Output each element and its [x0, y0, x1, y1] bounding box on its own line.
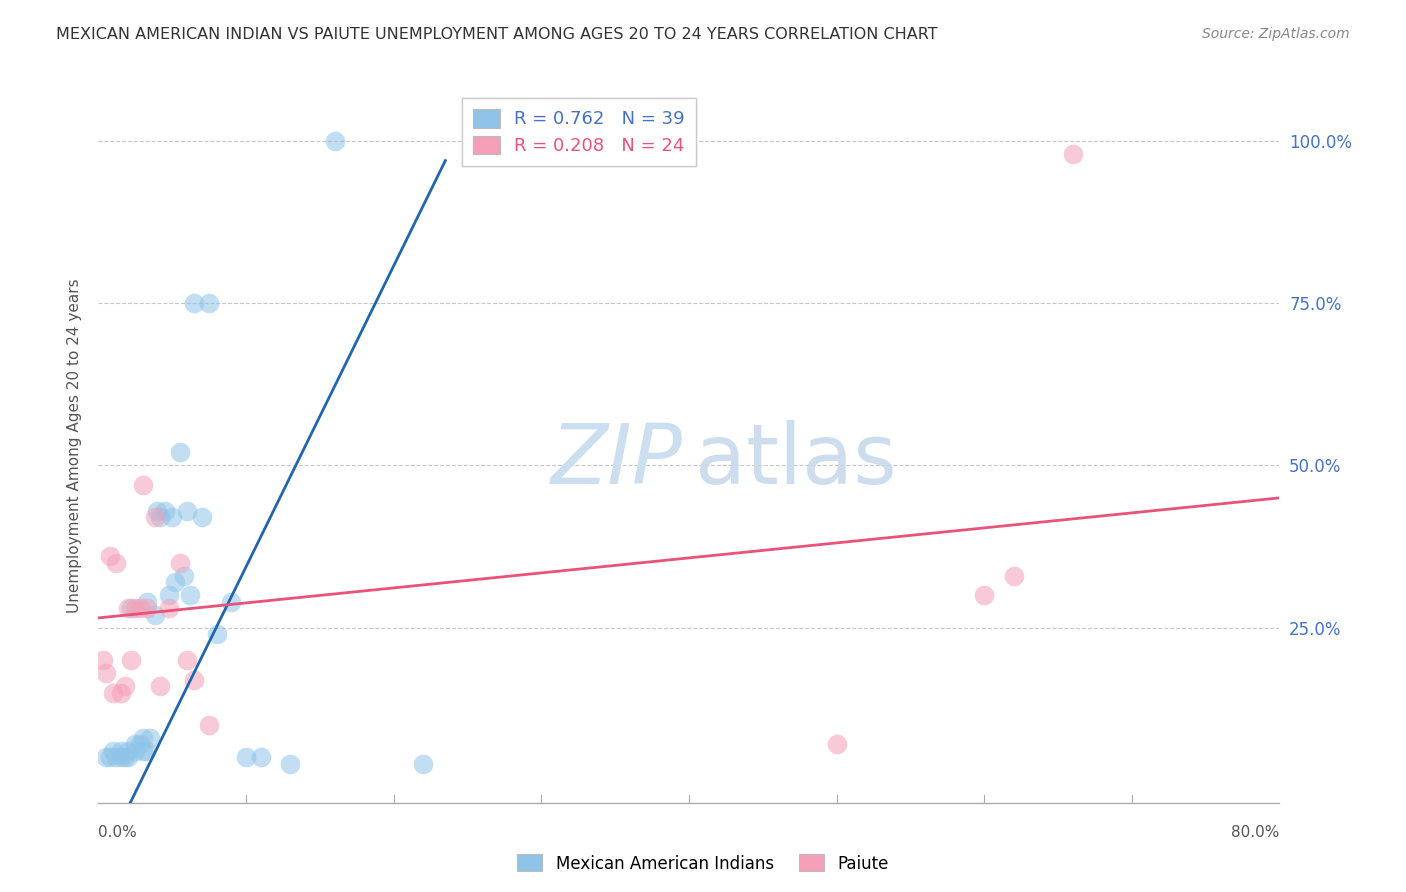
Point — [183, 673, 205, 687]
Point — [117, 744, 139, 758]
Point — [153, 504, 176, 518]
Y-axis label: Unemployment Among Ages 20 to 24 years: Unemployment Among Ages 20 to 24 years — [66, 278, 82, 614]
Point — [157, 588, 180, 602]
Point — [149, 679, 172, 693]
Point — [91, 653, 114, 667]
Point — [198, 718, 221, 732]
Point — [143, 607, 166, 622]
Point — [132, 744, 155, 758]
Point — [105, 750, 128, 764]
Point — [114, 750, 136, 764]
Point — [205, 627, 228, 641]
Point — [110, 685, 132, 699]
Point — [143, 510, 166, 524]
Text: atlas: atlas — [695, 420, 897, 500]
Point — [132, 731, 155, 745]
Point — [103, 685, 125, 699]
Point — [323, 134, 346, 148]
Point — [1002, 568, 1025, 582]
Point — [157, 601, 180, 615]
Point — [219, 595, 242, 609]
Point — [128, 738, 150, 752]
Point — [149, 510, 172, 524]
Point — [165, 575, 187, 590]
Point — [98, 549, 121, 564]
Point — [110, 750, 132, 764]
Text: 0.0%: 0.0% — [98, 825, 138, 840]
Legend: R = 0.762   N = 39, R = 0.208   N = 24: R = 0.762 N = 39, R = 0.208 N = 24 — [461, 98, 696, 166]
Point — [176, 653, 198, 667]
Point — [169, 556, 191, 570]
Point — [162, 510, 183, 524]
Point — [235, 750, 257, 764]
Point — [146, 504, 169, 518]
Point — [1062, 147, 1084, 161]
Text: 80.0%: 80.0% — [1232, 825, 1279, 840]
Point — [973, 588, 995, 602]
Point — [105, 556, 128, 570]
Text: Source: ZipAtlas.com: Source: ZipAtlas.com — [1202, 27, 1350, 41]
Point — [117, 750, 139, 764]
Point — [278, 756, 302, 771]
Point — [191, 510, 214, 524]
Point — [136, 601, 159, 615]
Point — [128, 601, 150, 615]
Point — [103, 744, 125, 758]
Point — [124, 601, 146, 615]
Text: MEXICAN AMERICAN INDIAN VS PAIUTE UNEMPLOYMENT AMONG AGES 20 TO 24 YEARS CORRELA: MEXICAN AMERICAN INDIAN VS PAIUTE UNEMPL… — [56, 27, 938, 42]
Point — [169, 445, 191, 459]
Point — [412, 756, 434, 771]
Point — [110, 744, 132, 758]
Point — [250, 750, 273, 764]
Point — [176, 504, 198, 518]
Point — [136, 595, 159, 609]
Point — [114, 679, 136, 693]
Point — [124, 738, 146, 752]
Point — [94, 666, 117, 681]
Point — [94, 750, 117, 764]
Point — [825, 738, 848, 752]
Point — [135, 744, 157, 758]
Point — [139, 731, 162, 745]
Point — [124, 744, 146, 758]
Legend: Mexican American Indians, Paiute: Mexican American Indians, Paiute — [510, 847, 896, 880]
Point — [120, 601, 142, 615]
Point — [117, 601, 139, 615]
Point — [120, 653, 142, 667]
Point — [179, 588, 201, 602]
Point — [183, 296, 205, 310]
Text: ZIP: ZIP — [551, 420, 683, 500]
Point — [98, 750, 121, 764]
Point — [173, 568, 195, 582]
Point — [198, 296, 221, 310]
Point — [132, 478, 155, 492]
